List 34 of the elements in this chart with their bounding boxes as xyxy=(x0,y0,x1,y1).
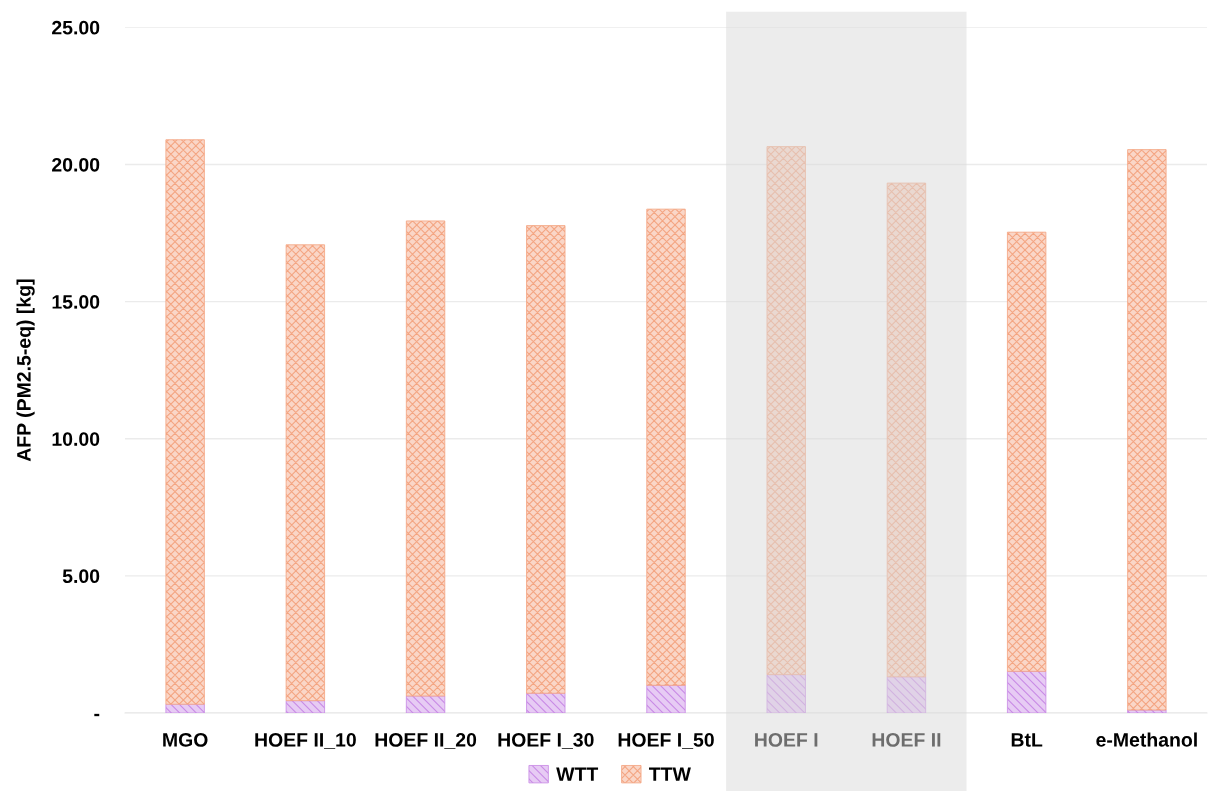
x-tick-label: HOEF II xyxy=(872,732,941,747)
bar xyxy=(646,684,686,714)
bar xyxy=(646,208,686,686)
x-tick-label: HOEF I xyxy=(755,732,818,747)
x-tick-label: MGO xyxy=(163,732,208,747)
bar xyxy=(1007,670,1047,714)
bar xyxy=(405,695,446,714)
x-tick-label: BtL xyxy=(1011,733,1043,747)
y-tick-label: 20.00 xyxy=(52,157,100,172)
y-tick-label: 5.00 xyxy=(62,569,100,584)
bar xyxy=(1007,231,1047,672)
bar xyxy=(886,676,927,714)
bar xyxy=(285,244,325,702)
x-tick-label: e-Methanol xyxy=(1096,732,1197,747)
bar xyxy=(526,225,566,694)
x-tick-label: HOEF II_10 xyxy=(255,732,356,749)
x-tick-label: HOEF I_50 xyxy=(618,732,714,749)
bar xyxy=(766,146,806,676)
bar xyxy=(405,220,446,697)
x-tick-label: HOEF II_20 xyxy=(375,732,477,749)
y-tick-label: - xyxy=(94,713,100,717)
y-tick-label: 25.00 xyxy=(52,20,100,35)
y-axis-title: AFP (PM2.5-eq) [kg] xyxy=(16,279,35,462)
bar xyxy=(1127,149,1167,711)
x-tick-label: HOEF I_30 xyxy=(498,732,594,749)
legend-label: WTT xyxy=(556,767,599,781)
y-tick-label: 10.00 xyxy=(52,432,100,446)
bar xyxy=(165,139,205,705)
bar xyxy=(886,182,927,678)
bar xyxy=(766,674,806,714)
legend-label: TTW xyxy=(649,767,691,781)
y-tick-label: 15.00 xyxy=(52,295,100,309)
bar xyxy=(285,700,325,714)
bar xyxy=(526,692,566,714)
